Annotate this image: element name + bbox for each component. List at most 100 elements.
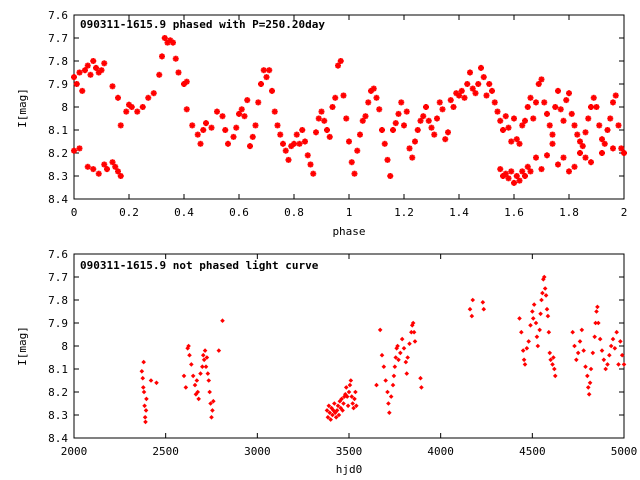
phased-data-point bbox=[373, 94, 380, 101]
phased-x-tick-label: 1 bbox=[346, 206, 353, 219]
unphased-data-point bbox=[337, 398, 343, 404]
unphased-data-point bbox=[374, 382, 379, 388]
unphased-data-point bbox=[467, 306, 473, 312]
unphased-data-point bbox=[344, 394, 350, 399]
phased-data-point bbox=[285, 156, 292, 163]
phased-data-point bbox=[533, 99, 539, 106]
phased-data-point bbox=[527, 168, 534, 175]
phased-data-point bbox=[480, 74, 487, 81]
phased-y-tick-label: 7.6 bbox=[48, 9, 68, 22]
unphased-data-point bbox=[618, 339, 623, 344]
phased-data-point bbox=[183, 78, 190, 85]
unphased-x-tick-label: 4500 bbox=[519, 445, 546, 458]
phased-data-point bbox=[538, 76, 545, 83]
phased-data-point bbox=[434, 115, 440, 122]
phased-data-point bbox=[82, 67, 88, 74]
phased-data-point bbox=[557, 106, 564, 113]
unphased-data-point bbox=[346, 389, 352, 395]
unphased-data-point bbox=[343, 392, 348, 397]
unphased-data-point bbox=[470, 297, 476, 303]
phased-x-tick-label: 0.2 bbox=[119, 206, 139, 219]
unphased-data-point bbox=[404, 371, 410, 376]
unphased-data-point bbox=[575, 350, 581, 356]
unphased-data-point bbox=[354, 403, 359, 409]
unphased-data-point bbox=[521, 357, 527, 363]
phased-data-point bbox=[406, 145, 413, 152]
phased-data-point bbox=[112, 163, 119, 170]
unphased-data-point bbox=[192, 382, 198, 388]
phased-x-tick-label: 0 bbox=[71, 206, 78, 219]
phased-data-point bbox=[252, 122, 259, 129]
unphased-data-point bbox=[385, 389, 390, 395]
phased-data-point bbox=[172, 55, 179, 62]
phased-data-point bbox=[84, 163, 91, 170]
phased-data-point bbox=[296, 140, 303, 147]
phased-data-point bbox=[472, 90, 479, 97]
phased-data-point bbox=[519, 168, 526, 175]
phased-data-point bbox=[486, 81, 493, 87]
unphased-data-point bbox=[332, 410, 338, 415]
phased-data-point bbox=[513, 173, 520, 179]
unphased-data-point bbox=[401, 346, 407, 351]
phased-points bbox=[71, 35, 627, 186]
phased-data-point bbox=[500, 127, 506, 133]
phased-chart: 090311-1615.9 phased with P=250.20day ph… bbox=[16, 9, 627, 238]
unphased-y-tick-label: 7.8 bbox=[48, 294, 68, 307]
unphased-chart-title: 090311-1615.9 not phased light curve bbox=[80, 259, 319, 272]
phased-data-point bbox=[277, 131, 284, 138]
unphased-data-point bbox=[541, 274, 547, 280]
unphased-y-tick-label: 7.7 bbox=[48, 271, 68, 284]
unphased-data-point bbox=[141, 359, 146, 365]
phased-data-point bbox=[461, 94, 468, 101]
unphased-data-point bbox=[399, 336, 405, 342]
phased-x-tick-label: 1.8 bbox=[559, 206, 579, 219]
phased-data-point bbox=[302, 138, 308, 145]
unphased-data-point bbox=[383, 378, 388, 383]
phased-data-point bbox=[560, 117, 567, 124]
unphased-data-point bbox=[542, 286, 548, 291]
unphased-data-point bbox=[605, 362, 610, 367]
phased-data-point bbox=[590, 94, 597, 101]
phased-data-point bbox=[436, 99, 443, 106]
unphased-data-point bbox=[533, 320, 539, 326]
unphased-chart: 090311-1615.9 not phased light curve hjd… bbox=[16, 248, 637, 476]
unphased-data-point bbox=[201, 357, 207, 363]
unphased-data-point bbox=[585, 373, 590, 379]
phased-data-point bbox=[491, 99, 498, 106]
phased-data-point bbox=[502, 170, 509, 177]
unphased-data-point bbox=[203, 364, 209, 369]
phased-data-point bbox=[577, 138, 583, 145]
unphased-data-point bbox=[574, 357, 579, 363]
unphased-data-point bbox=[186, 343, 191, 349]
phased-data-point bbox=[332, 94, 339, 101]
phased-data-point bbox=[599, 150, 605, 156]
phased-data-point bbox=[84, 62, 91, 69]
phased-data-point bbox=[621, 150, 627, 156]
unphased-data-point bbox=[612, 346, 618, 351]
phased-data-point bbox=[395, 110, 402, 117]
phased-data-point bbox=[134, 108, 141, 115]
unphased-data-point bbox=[593, 320, 598, 326]
phased-data-point bbox=[392, 120, 399, 127]
phased-data-point bbox=[420, 113, 427, 120]
phased-data-point bbox=[439, 106, 446, 113]
phased-data-point bbox=[90, 58, 97, 64]
phased-data-point bbox=[170, 39, 176, 46]
phased-data-point bbox=[425, 117, 432, 124]
unphased-data-point bbox=[526, 339, 531, 344]
unphased-data-point bbox=[398, 350, 403, 356]
unphased-data-point bbox=[480, 300, 486, 305]
phased-data-point bbox=[98, 67, 105, 74]
unphased-data-point bbox=[530, 316, 536, 321]
unphased-data-point bbox=[140, 375, 146, 381]
phased-data-point bbox=[464, 81, 471, 87]
phased-data-point bbox=[219, 113, 226, 120]
phased-data-point bbox=[390, 127, 396, 133]
unphased-data-point bbox=[528, 323, 533, 328]
unphased-data-point bbox=[535, 343, 541, 349]
unphased-data-point bbox=[330, 412, 335, 418]
unphased-plot-frame bbox=[73, 253, 625, 439]
phased-data-point bbox=[280, 140, 286, 147]
unphased-data-point bbox=[195, 389, 201, 395]
phased-data-point bbox=[362, 113, 369, 120]
